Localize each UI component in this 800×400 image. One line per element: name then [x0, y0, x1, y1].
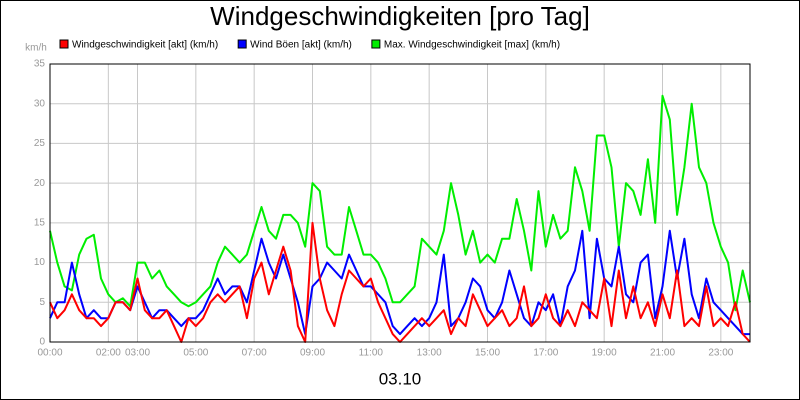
- chart-title: Windgeschwindigkeiten [pro Tag]: [210, 1, 590, 31]
- y-tick-label: 35: [34, 59, 46, 70]
- x-tick-label: 23:00: [708, 348, 733, 359]
- x-tick-label: 03:00: [125, 348, 150, 359]
- x-tick-label: 19:00: [592, 348, 617, 359]
- x-tick-label: 17:00: [533, 348, 558, 359]
- legend-label: Windgeschwindigkeit [akt] (km/h): [72, 40, 218, 51]
- x-tick-label: 11:00: [359, 348, 384, 359]
- series-line: [49, 94, 751, 312]
- y-tick-label: 30: [34, 98, 46, 109]
- y-unit: km/h: [25, 43, 47, 54]
- legend-label: Max. Windgeschwindigkeit [max] (km/h): [384, 40, 560, 51]
- x-tick-label: 00:00: [37, 348, 62, 359]
- x-label: 03.10: [379, 369, 422, 388]
- x-tick-label: 09:00: [300, 348, 325, 359]
- y-tick-label: 10: [34, 257, 46, 268]
- x-tick-label: 07:00: [242, 348, 267, 359]
- y-tick-label: 0: [39, 337, 45, 348]
- y-tick-label: 5: [39, 297, 45, 308]
- x-tick-label: 02:00: [96, 348, 121, 359]
- x-tick-label: 13:00: [417, 348, 442, 359]
- legend-swatch: [371, 39, 381, 49]
- x-tick-label: 15:00: [475, 348, 500, 359]
- x-tick-label: 21:00: [650, 348, 675, 359]
- legend-label: Wind Böen [akt] (km/h): [250, 40, 352, 51]
- x-tick-label: 05:00: [183, 348, 208, 359]
- y-tick-label: 20: [34, 178, 46, 189]
- legend-swatch: [237, 39, 247, 49]
- y-tick-label: 15: [34, 217, 46, 228]
- plot-border: [49, 63, 751, 343]
- legend-swatch: [59, 39, 69, 49]
- y-tick-label: 25: [34, 138, 46, 149]
